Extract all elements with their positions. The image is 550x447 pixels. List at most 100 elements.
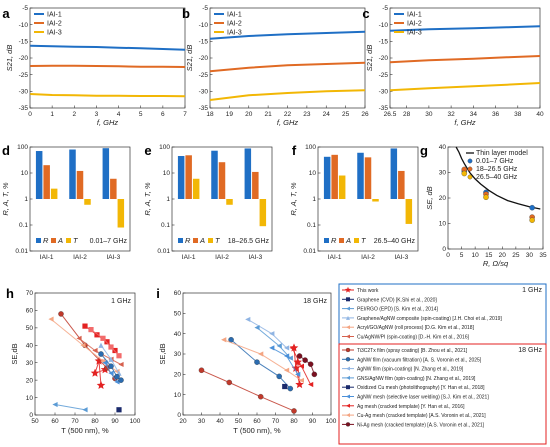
data-point (96, 380, 106, 389)
panel-letter-c: c (362, 6, 369, 21)
y-tick-label: 30 (174, 351, 182, 358)
bar-A (185, 155, 192, 199)
x-tick-label: 7 (183, 111, 187, 118)
y-axis-label: R, A, T, % (1, 182, 10, 216)
bar-R (323, 156, 331, 199)
y-tick-label: -35 (19, 105, 29, 112)
x-tick-label: 5 (139, 111, 143, 118)
legend-item-label: AgNW mesh (selective laser welding) [S.J… (357, 395, 489, 401)
y-tick-label: -25 (19, 72, 29, 79)
x-tick-label: 80 (290, 418, 298, 425)
data-point (289, 345, 295, 351)
legend-marker (345, 422, 351, 427)
legend-item-label: Cu/AgNW/PI (spin-coating) [D.-H. Kim et … (357, 335, 470, 341)
data-point (245, 316, 251, 323)
y-tick-label: 10 (439, 221, 447, 228)
x-tick-label: 4 (117, 111, 121, 118)
series-line (247, 318, 287, 349)
legend-item-label: Oxidized Cu mesh (photolithography) [Y. … (357, 385, 485, 391)
y-tick-label: -10 (19, 22, 29, 29)
bar-A (218, 162, 226, 199)
x-tick-label: 0 (446, 252, 450, 259)
data-point (529, 217, 535, 223)
data-point (291, 408, 297, 414)
legend-label: R (185, 236, 191, 245)
legend-swatch (66, 238, 71, 243)
bar-R (69, 149, 76, 199)
bar-R (357, 152, 364, 199)
band-label: 0.01–7 GHz (90, 238, 128, 245)
bar-T (226, 199, 233, 205)
data-point (98, 351, 104, 357)
category-label: IAI-3 (248, 254, 262, 261)
series-line-IAI-3 (209, 89, 366, 101)
series-line-IAI-3 (30, 93, 186, 98)
y-tick-label: -5 (22, 5, 28, 12)
y-axis-label: SE,dB (158, 343, 167, 364)
y-tick-label: 50 (26, 325, 34, 332)
y-tick-label: 0 (442, 246, 446, 253)
y-tick-label: -30 (379, 89, 389, 96)
y-axis-label: SE, dB (425, 186, 434, 209)
data-point (269, 331, 275, 337)
y-tick-label: 10 (174, 392, 182, 399)
data-point (114, 373, 120, 380)
data-point (296, 353, 303, 359)
y-tick-label: 0.01 (303, 248, 316, 255)
data-point (112, 347, 118, 354)
y-axis-label: S21, dB (365, 45, 374, 72)
y-tick-label: 10 (26, 395, 34, 402)
data-point (80, 342, 86, 348)
legend-swatch (193, 238, 198, 243)
legend-item-label: GNS/AgNW film (spin-coating) [N. Zhang e… (357, 376, 476, 382)
x-tick-label: 35 (539, 252, 547, 259)
legend-marker (346, 375, 350, 380)
legend-marker (346, 394, 350, 399)
x-tick-label: 60 (253, 418, 261, 425)
category-label: IAI-1 (328, 254, 342, 261)
y-tick-label: -15 (199, 39, 209, 46)
y-axis-label: S21, dB (5, 45, 14, 72)
y-tick-label: 0.01 (15, 248, 28, 255)
y-tick-label: 10 (309, 170, 317, 177)
y-tick-label: -30 (199, 89, 209, 96)
y-tick-label: 0.01 (157, 248, 170, 255)
data-point (118, 377, 124, 383)
legend-swatch (467, 158, 473, 164)
data-point (287, 385, 294, 392)
x-tick-label: 32 (447, 111, 455, 118)
legend-label: Thin layer model (476, 150, 528, 157)
data-point (52, 401, 58, 408)
y-tick-label: -20 (379, 55, 389, 62)
category-label: IAI-1 (182, 254, 196, 261)
bar-R (211, 150, 218, 199)
x-tick-label: 50 (235, 418, 243, 425)
y-tick-label: -15 (379, 39, 389, 46)
x-tick-label: 23 (303, 111, 311, 118)
x-tick-label: 21 (265, 111, 273, 118)
y-tick-label: -25 (379, 72, 389, 79)
data-point (311, 371, 318, 378)
y-tick-label: 40 (174, 331, 182, 338)
bar-T (259, 199, 267, 227)
x-tick-label: 18 (206, 111, 214, 118)
data-point (302, 357, 308, 363)
data-point (116, 353, 122, 359)
legend-label: A (199, 236, 205, 245)
legend-label: IAI-2 (407, 21, 422, 28)
y-tick-label: -20 (199, 55, 209, 62)
legend-label: IAI-1 (227, 12, 242, 19)
panel-letter-i: i (156, 286, 160, 301)
data-point (295, 380, 304, 389)
x-tick-label: 5 (460, 252, 464, 259)
y-tick-label: 10 (163, 170, 171, 177)
category-label: IAI-1 (40, 254, 54, 261)
x-axis-label: R, Ω/sq (483, 259, 509, 268)
y-tick-label: -5 (382, 5, 388, 12)
y-tick-label: 60 (26, 308, 34, 315)
legend-item-label: Ti3C2Tx film (spray coating) [B. Zhou et… (357, 348, 468, 354)
legend-item-label: This work (357, 288, 379, 294)
y-tick-label: 0 (177, 412, 181, 419)
legend-label: IAI-3 (407, 30, 422, 37)
y-tick-label: -35 (379, 105, 389, 112)
